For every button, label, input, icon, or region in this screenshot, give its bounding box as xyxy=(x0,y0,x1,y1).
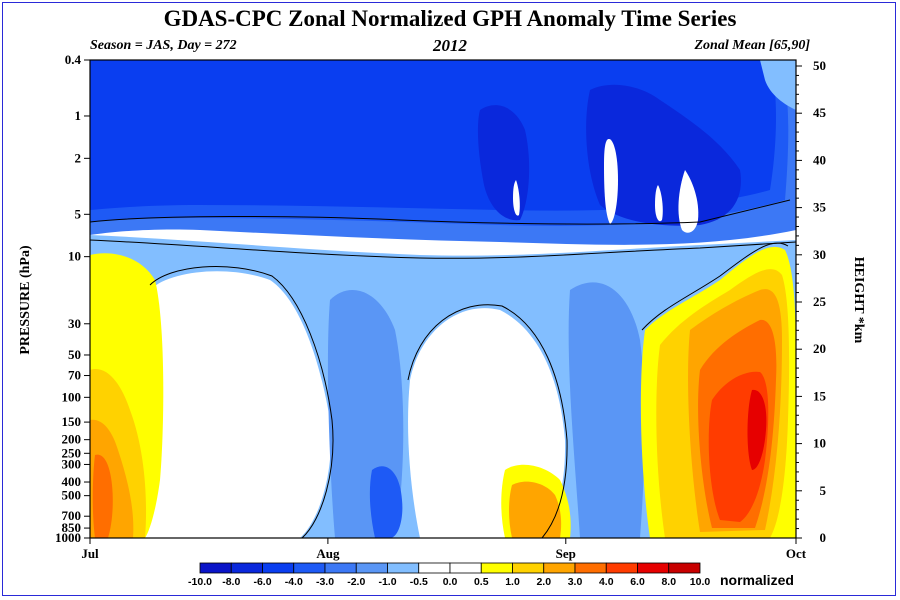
height-tick-label: 0 xyxy=(820,530,827,545)
contour-white-streak-2 xyxy=(678,170,699,233)
x-ticks: Jul Aug Sep Oct xyxy=(81,538,807,561)
colorbar-swatch xyxy=(637,562,670,574)
colorbar-level-label: -6.0 xyxy=(253,576,271,588)
colorbar-swatch xyxy=(543,562,576,574)
colorbar-level-label: -10.0 xyxy=(188,576,212,588)
pressure-tick-label: 70 xyxy=(68,368,81,383)
colorbar-level-label: 4.0 xyxy=(599,576,614,588)
height-tick-label: 10 xyxy=(813,436,826,451)
height-tick-label: 25 xyxy=(813,294,827,309)
colorbar-unit-label: normalized xyxy=(720,572,794,588)
pressure-tick-label: 1 xyxy=(75,108,82,123)
pressure-tick-label: 700 xyxy=(62,508,82,523)
height-tick-label: 5 xyxy=(820,483,827,498)
contour-white-streak-4 xyxy=(513,180,520,216)
colorbar-swatch xyxy=(574,562,607,574)
colorbar-swatch xyxy=(605,562,638,574)
height-tick-label: 50 xyxy=(813,58,826,73)
pressure-tick-label: 100 xyxy=(62,389,82,404)
colorbar-swatch xyxy=(230,562,263,574)
x-tick-label: Jul xyxy=(81,546,99,561)
pressure-tick-label: 50 xyxy=(68,347,81,362)
colorbar-level-label: 3.0 xyxy=(568,576,583,588)
height-tick-label: 20 xyxy=(813,341,826,356)
colorbar-swatch xyxy=(199,562,232,574)
height-tick-label: 40 xyxy=(813,152,826,167)
colorbar-swatch xyxy=(355,562,388,574)
height-tick-label: 30 xyxy=(813,247,826,262)
colorbar-swatch xyxy=(324,562,357,574)
plot-border xyxy=(89,59,797,539)
height-tick-label: 35 xyxy=(813,200,827,215)
colorbar-level-label: 8.0 xyxy=(661,576,676,588)
colorbar-level-label: -2.0 xyxy=(347,576,365,588)
x-tick-label: Oct xyxy=(786,546,807,561)
pressure-tick-label: 850 xyxy=(62,520,82,535)
colorbar-swatch xyxy=(418,562,451,574)
colorbar-swatch xyxy=(293,562,326,574)
contour-red-left xyxy=(92,454,113,538)
colorbar-swatch xyxy=(512,562,545,574)
pressure-tick-label: 0.4 xyxy=(65,52,82,67)
pressure-tick-label: 1000 xyxy=(55,530,81,545)
contour-dark-blue-patch xyxy=(369,466,403,538)
colorbar-level-label: 2.0 xyxy=(536,576,551,588)
pressure-tick-label: 5 xyxy=(75,206,82,221)
colorbar-swatch xyxy=(387,562,420,574)
contour-dark-red-right xyxy=(747,389,767,470)
pressure-tick-label: 300 xyxy=(62,456,82,471)
colorbar-level-label: -0.5 xyxy=(410,576,428,588)
colorbar-level-label: 1.0 xyxy=(505,576,520,588)
colorbar-level-label: 6.0 xyxy=(630,576,645,588)
contour-white-streak-3 xyxy=(655,185,663,222)
colorbar-level-label: -1.0 xyxy=(378,576,396,588)
height-tick-label: 45 xyxy=(813,105,827,120)
contour-darkest-blue-patch-1 xyxy=(586,84,741,226)
pressure-tick-label: 2 xyxy=(75,150,82,165)
contour-field xyxy=(90,60,796,538)
height-tick-label: 15 xyxy=(813,388,827,403)
pressure-tick-label: 400 xyxy=(62,474,82,489)
pressure-tick-label: 10 xyxy=(68,249,81,264)
colorbar-swatch xyxy=(668,562,701,574)
x-tick-label: Sep xyxy=(556,546,576,561)
chart-title: GDAS-CPC Zonal Normalized GPH Anomaly Ti… xyxy=(163,6,737,31)
colorbar-level-label: -4.0 xyxy=(285,576,303,588)
contour-light-corner-top-right xyxy=(760,60,796,110)
subtitle-zonal-mean: Zonal Mean [65,90] xyxy=(694,38,811,53)
colorbar-level-label: -3.0 xyxy=(316,576,334,588)
colorbar-level-label: 0.5 xyxy=(474,576,489,588)
colorbar-level-label: -8.0 xyxy=(222,576,240,588)
contour-medium-blue-2 xyxy=(568,282,645,538)
pressure-tick-label: 500 xyxy=(62,488,82,503)
contour-orange-mid xyxy=(509,481,562,538)
subtitle-season: Season = JAS, Day = 272 xyxy=(90,38,237,53)
contour-lines xyxy=(90,199,796,538)
x-tick-label: Aug xyxy=(316,546,340,561)
colorbar-level-label: 10.0 xyxy=(690,576,711,588)
colorbar: -10.0 -8.0 -6.0 -4.0 -3.0 -2.0 -1.0 -0.5 0.0 0.5 1… xyxy=(188,562,711,588)
pressure-tick-label: 30 xyxy=(68,316,81,331)
pressure-tick-label: 200 xyxy=(62,432,82,447)
colorbar-swatch xyxy=(262,562,295,574)
colorbar-swatch xyxy=(480,562,513,574)
subtitle-year: 2012 xyxy=(433,36,467,55)
pressure-tick-label: 250 xyxy=(62,445,82,460)
pressure-tick-label: 150 xyxy=(62,414,82,429)
colorbar-level-label: 0.0 xyxy=(443,576,458,588)
contour-white-region-1 xyxy=(140,271,331,538)
contour-white-streak-1 xyxy=(604,139,618,224)
colorbar-swatch xyxy=(449,562,482,574)
